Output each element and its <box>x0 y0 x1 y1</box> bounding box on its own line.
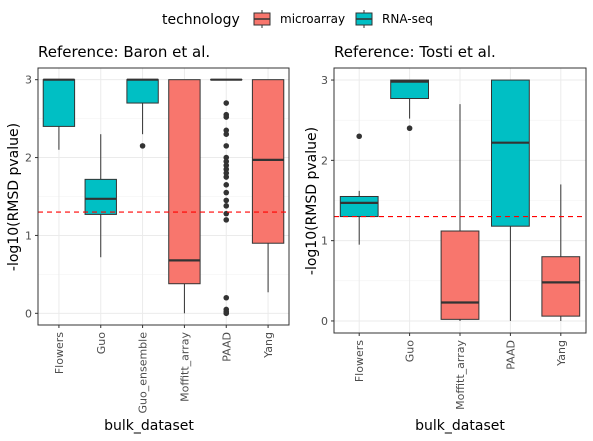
outlier-point <box>139 143 146 149</box>
x-tick-label: Yang <box>555 340 568 367</box>
box-iqr <box>390 79 430 100</box>
outlier-point <box>223 310 230 317</box>
y-tick-label: 0 <box>321 315 328 328</box>
outlier-point <box>223 294 230 301</box>
box-moffitt-array <box>440 104 480 321</box>
panel-border <box>37 67 290 326</box>
box-iqr <box>339 195 379 218</box>
box-flowers <box>42 78 76 150</box>
outlier-point <box>223 143 230 149</box>
y-tick-label: 3 <box>321 74 328 87</box>
panel-1-title: Reference: Baron et al. <box>38 43 210 61</box>
y-tick-label: 2 <box>321 154 328 167</box>
box-guo-ensemble <box>126 78 159 149</box>
panel-2-title: Reference: Tosti et al. <box>334 43 496 61</box>
outlier-point <box>223 131 230 137</box>
outlier-point <box>223 114 230 120</box>
outlier-point <box>223 166 230 173</box>
outlier-point <box>223 158 230 165</box>
panel-1-y-axis-title: -log10(RMSD pvalue) <box>6 123 22 271</box>
legend-label-rna-seq: RNA-seq <box>382 12 433 26</box>
x-tick-label: Yang <box>262 332 275 359</box>
box-flowers <box>339 133 379 245</box>
y-tick-label: 0 <box>25 307 32 320</box>
outlier-point <box>223 154 230 161</box>
legend-title: technology <box>162 12 240 28</box>
box-iqr <box>251 79 285 244</box>
box-iqr <box>168 79 201 285</box>
x-tick-label: Guo <box>404 340 417 362</box>
panel-2-y-axis-title: -log10(RMSD pvalue) <box>304 127 320 275</box>
x-tick-label: PAAD <box>220 332 233 362</box>
outlier-point <box>223 100 230 106</box>
box-paad <box>491 79 530 321</box>
outlier-point <box>223 203 230 209</box>
x-tick-label: Flowers <box>353 340 366 382</box>
panel-1-plot: 0 1 2 3 Flowers Guo Guo_ensemble Moffitt_array P… <box>25 67 290 414</box>
box-iqr <box>126 79 159 104</box>
box-iqr <box>541 256 581 317</box>
x-tick-label: Guo <box>95 332 108 354</box>
legend: technology microarray RNA-seq <box>162 10 433 28</box>
box-paad <box>210 78 243 317</box>
outlier-point <box>223 197 230 204</box>
box-yang <box>251 79 285 293</box>
box-guo <box>390 79 430 132</box>
outlier-point <box>223 170 230 176</box>
legend-key-rna-seq <box>355 10 373 28</box>
box-iqr <box>491 79 530 227</box>
y-tick-label: 1 <box>25 229 32 242</box>
x-tick-label: Guo_ensemble <box>137 332 150 414</box>
y-tick-label: 2 <box>25 152 32 165</box>
x-tick-label: Flowers <box>53 332 66 374</box>
panel-2-plot: 0 1 2 3 Flowers Guo Moffitt_array PAAD Yang <box>321 67 587 410</box>
x-tick-label: Moffitt_array <box>178 332 191 402</box>
legend-key-microarray <box>253 10 271 28</box>
outlier-point <box>223 217 230 223</box>
x-tick-label: PAAD <box>504 340 517 370</box>
outlier-point <box>406 125 413 132</box>
legend-label-microarray: microarray <box>280 12 345 26</box>
panel-1-x-axis-title: bulk_dataset <box>104 418 194 434</box>
outlier-point <box>356 133 363 140</box>
box-yang <box>541 184 581 321</box>
outlier-point <box>223 174 230 180</box>
outlier-point <box>223 162 230 169</box>
box-guo <box>84 134 117 258</box>
outlier-point <box>223 182 230 188</box>
box-iqr <box>42 79 76 127</box>
outlier-point <box>223 127 230 134</box>
y-tick-label: 1 <box>321 235 328 248</box>
box-iqr <box>440 230 480 320</box>
box-iqr <box>84 178 117 215</box>
box-moffitt-array <box>168 79 201 314</box>
panel-2-x-axis-title: bulk_dataset <box>415 418 505 434</box>
outlier-point <box>223 189 230 196</box>
x-tick-label: Moffitt_array <box>454 340 467 410</box>
y-tick-label: 3 <box>25 74 32 87</box>
